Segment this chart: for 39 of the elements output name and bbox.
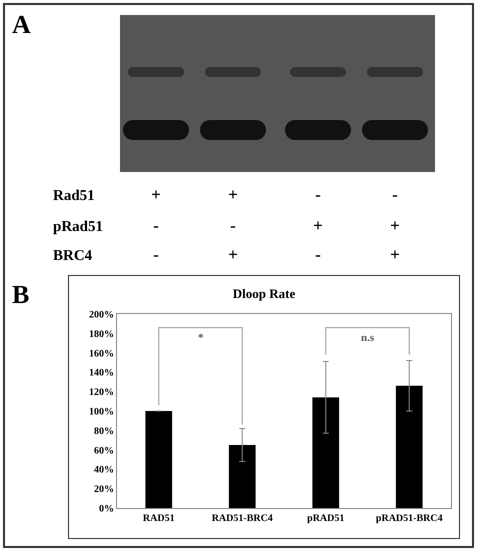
text: - [392,185,398,204]
text: - [153,245,159,264]
text: - [230,216,236,235]
y-tick-label: 200% [89,310,114,320]
text: + [390,216,400,235]
annotation: * [198,332,204,344]
annotation: n.s [361,332,375,344]
x-tick-label: pRAD51-BRC4 [376,513,443,524]
bar [396,386,423,508]
text: A [12,10,31,40]
x-tick-label: RAD51 [142,513,175,524]
text: + [390,245,400,264]
y-tick-label: 180% [89,328,114,340]
text: + [151,185,161,204]
x-tick-label: pRAD51 [307,513,344,524]
y-tick-label: 20% [94,484,114,496]
bar [228,444,256,508]
text: - [315,185,321,204]
text: - [315,245,321,264]
category-label: Rad51 [53,188,95,204]
chart-title: Dloop Rate [232,286,296,302]
text: - [153,216,159,235]
category-label: BRC4 [53,248,92,264]
text: + [228,245,238,264]
text: + [228,185,238,204]
y-tick-label: 100% [89,406,114,418]
bar [145,411,172,508]
y-tick-label: 160% [89,348,114,360]
text: B [12,280,30,310]
y-tick-label: 120% [89,387,114,398]
y-tick-label: 0% [99,504,114,514]
category-label: pRad51 [53,219,104,235]
bar [312,397,340,508]
y-tick-label: 40% [94,464,114,476]
x-tick-label: RAD51-BRC4 [212,513,273,524]
text: + [313,216,323,235]
y-tick-label: 80% [94,426,114,437]
y-tick-label: 60% [94,445,114,456]
y-tick-label: 140% [89,368,114,379]
